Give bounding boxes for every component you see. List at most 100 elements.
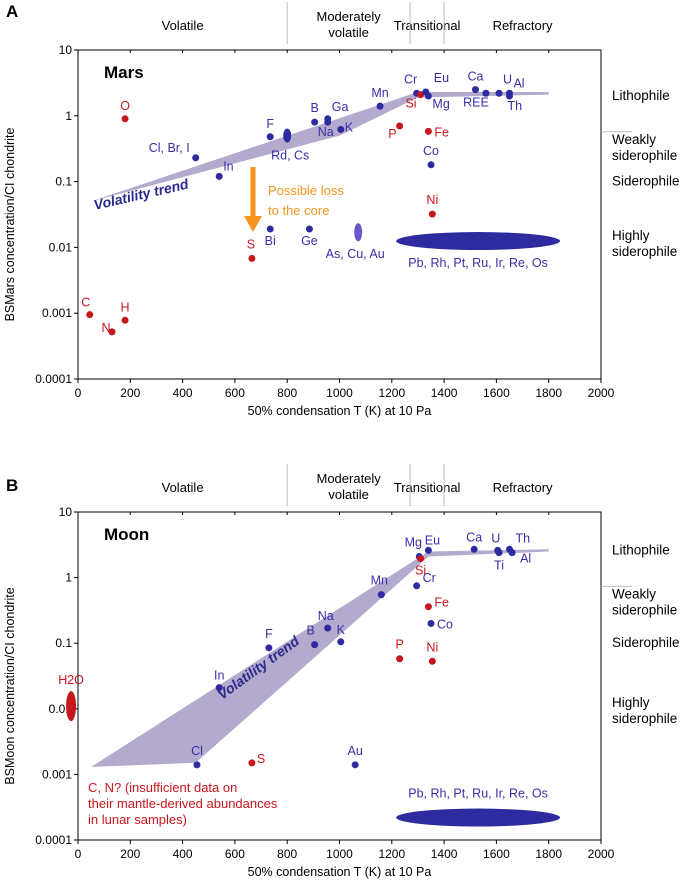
- data-point: [396, 808, 561, 827]
- data-point: [193, 761, 201, 769]
- y-tick-label: 0.1: [55, 636, 72, 650]
- data-label: Al: [513, 76, 524, 90]
- y-tick-label: 0.1: [55, 175, 72, 189]
- data-point: [427, 161, 435, 169]
- data-point: [66, 691, 77, 722]
- data-label: Si: [405, 97, 416, 111]
- data-point: [424, 546, 432, 554]
- data-label: Co: [423, 144, 439, 158]
- data-point: [396, 655, 404, 663]
- x-tick-label: 1000: [326, 386, 353, 400]
- data-label: Eu: [434, 71, 449, 85]
- class-label: Weakly: [612, 586, 656, 601]
- data-label: Cr: [404, 72, 417, 86]
- x-tick-label: 1000: [326, 847, 353, 861]
- class-label: Lithophile: [612, 542, 670, 557]
- data-label: Th: [507, 99, 522, 113]
- data-label: Ca: [467, 70, 483, 84]
- data-point: [248, 759, 256, 767]
- data-label: Mn: [371, 86, 388, 100]
- data-label: Na: [318, 125, 334, 139]
- data-point: [428, 657, 436, 665]
- x-tick-label: 600: [225, 386, 245, 400]
- data-point: [86, 311, 94, 319]
- x-tick-label: 200: [120, 847, 140, 861]
- data-point: [265, 644, 273, 652]
- panel-title: Moon: [104, 525, 149, 544]
- data-point: [266, 225, 274, 233]
- x-axis-title: 50% condensation T (K) at 10 Pa: [248, 404, 432, 418]
- data-label: Cr: [423, 571, 436, 585]
- y-tick-label: 1: [65, 571, 72, 585]
- y-tick-label: 10: [59, 505, 73, 519]
- band-label: Refractory: [493, 480, 553, 495]
- loss-annotation: Possible loss: [268, 183, 344, 198]
- data-point: [424, 603, 432, 611]
- data-point: [283, 128, 292, 143]
- x-tick-label: 600: [225, 847, 245, 861]
- class-label: Siderophile: [612, 174, 680, 189]
- data-label: H: [121, 300, 130, 314]
- data-point: [121, 115, 129, 123]
- data-point: [351, 761, 359, 769]
- x-tick-label: 1800: [535, 847, 562, 861]
- data-point: [396, 122, 404, 130]
- x-tick-label: 200: [120, 386, 140, 400]
- data-label: P: [388, 127, 396, 141]
- data-point: [424, 92, 432, 100]
- data-point: [311, 641, 319, 649]
- x-tick-label: 1600: [483, 847, 510, 861]
- data-label: Cl, Br, I: [149, 141, 190, 155]
- band-label: Moderately: [316, 9, 381, 24]
- x-tick-label: 1800: [535, 386, 562, 400]
- x-axis-title: 50% condensation T (K) at 10 Pa: [248, 865, 432, 879]
- x-tick-label: 2000: [588, 847, 615, 861]
- data-label: O: [120, 99, 130, 113]
- band-label: Volatile: [162, 480, 204, 495]
- data-label: U: [503, 72, 512, 86]
- data-point: [495, 89, 503, 97]
- data-label: In: [223, 159, 233, 173]
- data-point: [337, 638, 345, 646]
- y-tick-label: 0.01: [49, 240, 73, 254]
- class-label: siderophile: [612, 711, 677, 726]
- data-point: [324, 624, 332, 632]
- volatility-trend-band: [91, 549, 549, 767]
- x-tick-label: 400: [173, 847, 193, 861]
- band-label: volatile: [328, 25, 368, 40]
- data-label: Pb, Rh, Pt, Ru, Ir, Re, Os: [408, 256, 548, 270]
- x-tick-label: 1400: [431, 847, 458, 861]
- data-label: B: [306, 624, 314, 638]
- data-label: S: [257, 752, 265, 766]
- cn-annotation: in lunar samples): [88, 812, 187, 827]
- volatility-trend-label: Volatility trend: [92, 175, 190, 212]
- data-label: REE: [463, 95, 489, 109]
- cn-annotation: C, N? (insufficient data on: [88, 780, 237, 795]
- data-label: U: [491, 531, 500, 545]
- x-tick-label: 2000: [588, 386, 615, 400]
- data-label: S: [247, 237, 255, 251]
- y-tick-label: 0.001: [42, 306, 72, 320]
- data-point: [495, 549, 503, 557]
- data-label: Fe: [434, 125, 449, 139]
- data-label: F: [265, 627, 273, 641]
- data-label: Co: [437, 617, 453, 631]
- data-label: Na: [318, 609, 334, 623]
- x-tick-label: 1400: [431, 386, 458, 400]
- data-label: Fe: [434, 596, 449, 610]
- data-point: [192, 154, 200, 162]
- x-tick-label: 800: [277, 847, 297, 861]
- data-label: Si: [415, 564, 426, 578]
- data-point: [428, 210, 436, 218]
- data-point: [337, 125, 345, 133]
- data-label: Rd, Cs: [271, 149, 309, 163]
- data-label: As, Cu, Au: [326, 247, 385, 261]
- cn-annotation: their mantle-derived abundances: [88, 796, 278, 811]
- data-point: [305, 225, 313, 233]
- data-point: [215, 684, 223, 692]
- data-label: N: [101, 321, 110, 335]
- data-point: [377, 591, 385, 599]
